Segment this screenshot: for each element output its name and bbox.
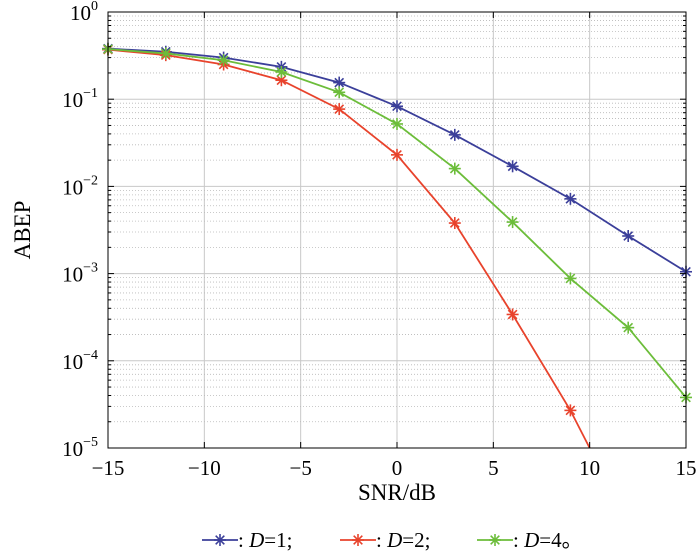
data-point <box>622 321 635 334</box>
y-tick-label: 10−1 <box>62 86 98 112</box>
data-point <box>391 148 403 161</box>
data-point <box>564 192 577 205</box>
legend-marker <box>214 534 226 546</box>
data-point <box>448 128 461 141</box>
x-tick-label: 10 <box>579 456 600 480</box>
legend: : D=1; : D=2; : D=4。 <box>202 528 583 552</box>
legend-entry: : D=2; <box>340 528 430 552</box>
data-point <box>333 86 346 99</box>
legend-entry: : D=4。 <box>477 528 583 552</box>
y-tick-label: 10−3 <box>62 261 98 287</box>
data-point <box>217 54 230 67</box>
axis-ticks: −15 −10 −5 0 5 10 15 100 10−1 10−2 10−3 10−4 10−5 <box>62 0 696 480</box>
x-tick-label: 5 <box>488 456 499 480</box>
series-line-D=2 <box>107 48 591 449</box>
legend-label: : D=4。 <box>513 528 583 552</box>
data-point <box>506 308 519 321</box>
data-point <box>448 217 461 230</box>
data-point <box>391 117 403 130</box>
legend-entry: : D=1; <box>202 528 292 552</box>
data-point <box>391 100 403 113</box>
data-point <box>275 66 288 79</box>
data-point <box>333 103 346 116</box>
data-point <box>506 216 519 229</box>
y-tick-label: 10−5 <box>62 435 98 461</box>
data-point <box>506 160 519 173</box>
data-point <box>159 47 172 60</box>
data-point <box>564 404 577 417</box>
x-tick-label: −5 <box>289 456 311 480</box>
grid <box>107 12 687 449</box>
legend-marker <box>489 534 501 546</box>
data-point <box>564 272 577 285</box>
legend-label: : D=2; <box>376 528 430 552</box>
y-axis-label: ABEP <box>10 201 35 260</box>
data-point <box>622 229 635 242</box>
x-tick-label: −10 <box>188 456 221 480</box>
legend-marker <box>352 534 364 546</box>
y-tick-label: 10−4 <box>62 348 98 374</box>
data-point <box>448 162 461 175</box>
x-tick-label: −15 <box>92 456 125 480</box>
y-tick-label: 10−2 <box>62 173 98 199</box>
y-tick-label: 100 <box>70 0 98 25</box>
x-axis-label: SNR/dB <box>358 480 436 505</box>
legend-label: : D=1; <box>238 528 292 552</box>
x-tick-label: 15 <box>676 456 697 480</box>
x-tick-label: 0 <box>392 456 403 480</box>
